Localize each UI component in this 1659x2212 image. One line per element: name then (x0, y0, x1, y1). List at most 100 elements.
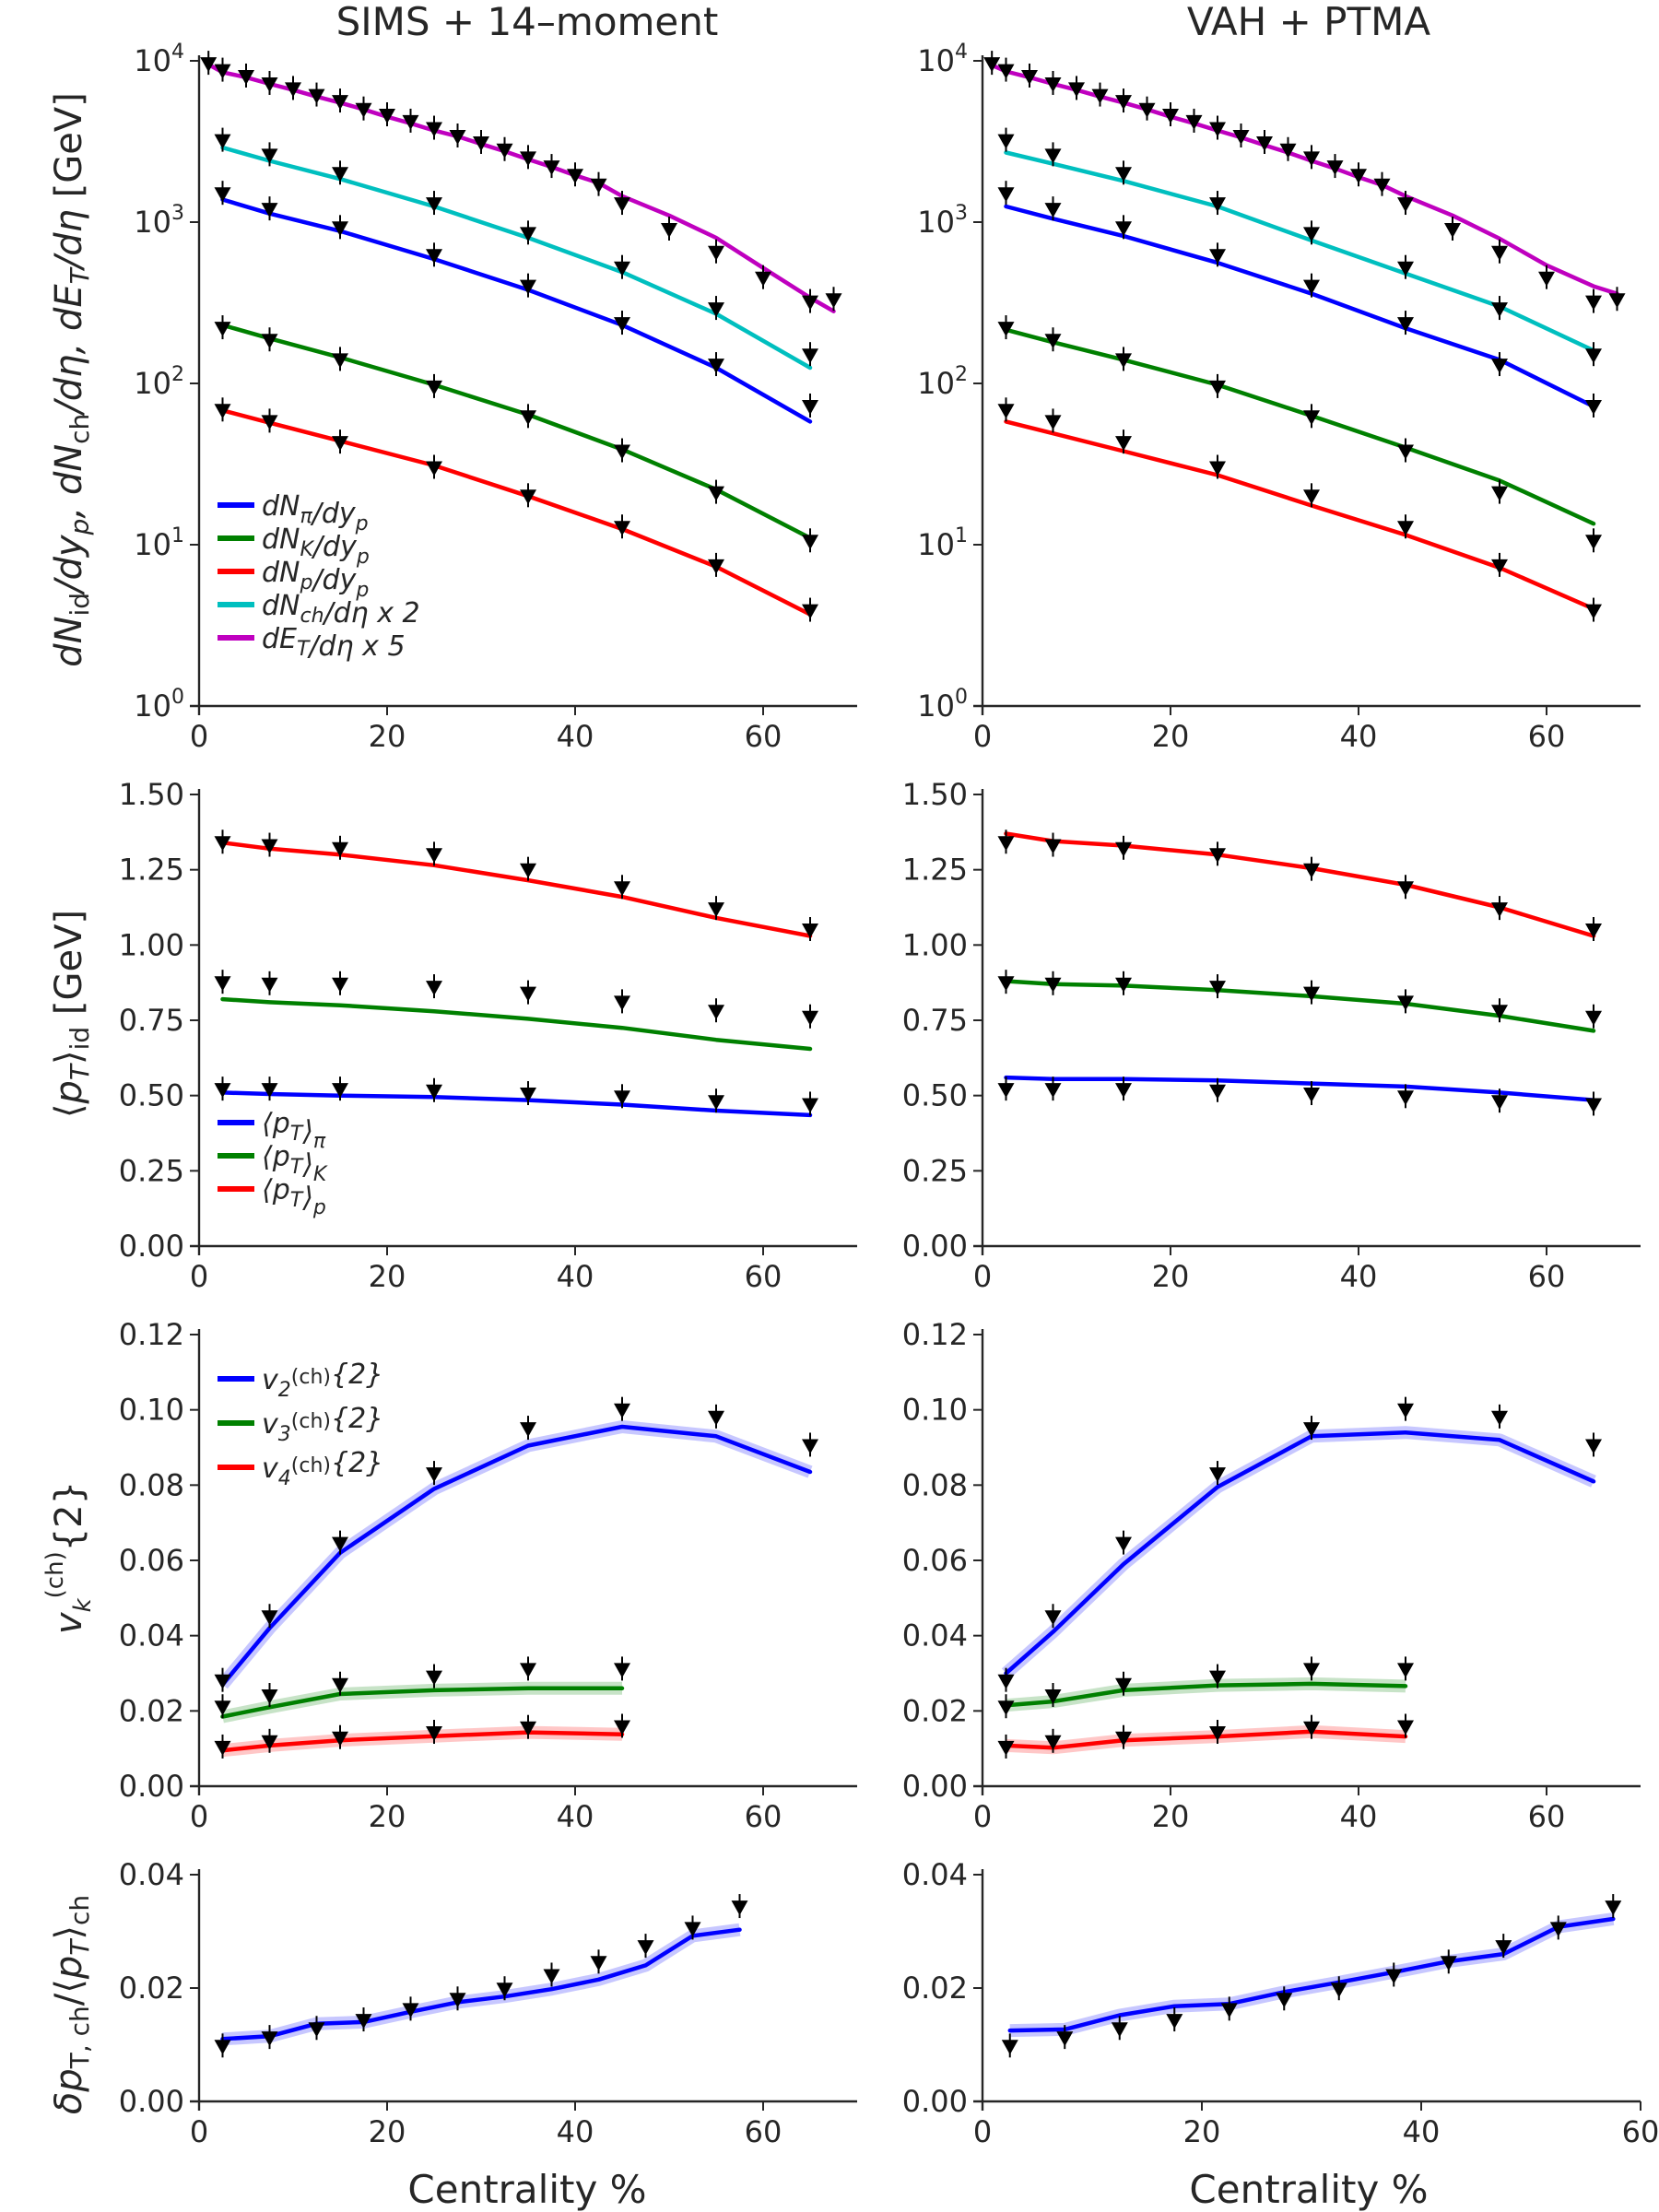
x-tick-label: 60 (745, 719, 782, 754)
data-marker (261, 2031, 278, 2047)
series-line-v2 (220, 1424, 813, 1688)
y-tick-label: 100 (134, 686, 184, 724)
data-marker (449, 130, 466, 145)
data-marker (567, 169, 583, 184)
data-marker (1397, 1720, 1414, 1735)
x-tick-label: 0 (973, 1799, 992, 1834)
data-marker (708, 559, 724, 574)
data-marker (1021, 70, 1038, 85)
y-tick-label: 102 (134, 363, 184, 401)
data-marker (661, 223, 677, 238)
x-tick-label: 0 (190, 1259, 208, 1294)
x-tick-label: 40 (557, 1259, 594, 1294)
y-tick-label: 0.06 (119, 1543, 184, 1578)
y-tick-label: 0.04 (902, 1857, 968, 1892)
y-tick-label: 0.00 (119, 1769, 184, 1804)
x-tick-label: 40 (1340, 719, 1378, 754)
data-marker (355, 2014, 372, 2030)
data-marker (214, 187, 231, 203)
data-marker (997, 322, 1015, 337)
data-marker (802, 295, 818, 311)
series-line-p (220, 408, 813, 617)
data-marker (708, 902, 724, 918)
y-tick-label: 0.12 (119, 1317, 184, 1352)
legend-label: v3(ch){2} (262, 1403, 383, 1446)
data-marker (520, 227, 536, 242)
data-marker (1303, 1663, 1320, 1678)
data-marker (1209, 1726, 1226, 1741)
series-line-ET (989, 63, 1619, 296)
y-tick-label: 1.25 (119, 853, 184, 888)
data-marker (1044, 1083, 1062, 1099)
series-line-pi (220, 1090, 813, 1118)
data-marker (214, 1740, 231, 1756)
data-marker (1303, 410, 1320, 426)
data-marker (332, 167, 348, 182)
y-tick-label: 0.04 (902, 1618, 968, 1653)
data-marker (214, 322, 231, 337)
data-marker (1538, 271, 1555, 287)
data-marker (402, 114, 419, 130)
data-marker (825, 293, 842, 309)
data-marker (708, 359, 724, 374)
y-tick-label: 0.04 (119, 1618, 184, 1653)
data-marker (543, 1969, 560, 1984)
data-marker (261, 148, 278, 164)
data-marker (1585, 1098, 1602, 1113)
data-marker (332, 1083, 348, 1099)
series-line-K (220, 323, 813, 541)
y-tick-label: 0.00 (902, 1229, 968, 1264)
data-marker (590, 1956, 607, 1971)
data-marker (332, 95, 348, 111)
data-marker (1326, 160, 1344, 176)
data-marker (1115, 1731, 1132, 1747)
data-marker (355, 102, 372, 118)
data-marker (1115, 841, 1132, 857)
data-marker (332, 1731, 348, 1747)
data-marker (708, 245, 724, 261)
data-marker (1220, 2003, 1238, 2018)
data-marker (332, 841, 348, 857)
y-tick-label: 1.50 (119, 777, 184, 812)
x-tick-label: 20 (1152, 719, 1190, 754)
data-marker (1585, 348, 1602, 364)
y-tick-label: 0.04 (119, 1857, 184, 1892)
y-tick-label: 0.02 (119, 1693, 184, 1728)
data-marker (708, 1410, 724, 1426)
data-marker (1209, 1670, 1226, 1686)
data-marker (1303, 279, 1320, 295)
data-marker (426, 249, 442, 265)
data-marker (802, 604, 818, 619)
data-marker (590, 178, 607, 194)
data-marker (308, 2022, 325, 2038)
data-marker (426, 197, 442, 213)
chart-vn-vah: 0 20 40 60 0.00 0.02 0.04 0.06 0.08 0.10 0.12 (902, 1317, 1641, 1834)
x-tick-label: 60 (1528, 1799, 1566, 1834)
chart-panels: 0 20 40 60 100 101 102 103 104 dNπ/dypdNK/dypdNp/… (119, 41, 1659, 2149)
data-marker (614, 1663, 630, 1678)
data-marker (1491, 486, 1508, 501)
data-marker (1491, 359, 1508, 374)
x-tick-label: 0 (190, 719, 208, 754)
data-marker (520, 986, 536, 1002)
y-tick-label: 0.10 (902, 1393, 968, 1428)
data-marker (214, 404, 231, 419)
series-line-dpt (1007, 1916, 1616, 2033)
data-marker (1397, 521, 1414, 536)
data-marker (1256, 136, 1273, 151)
data-marker (214, 1083, 231, 1099)
series-line-ET (206, 62, 836, 313)
series-line-v2 (1004, 1430, 1596, 1676)
data-marker (261, 334, 278, 349)
series-line-p (1004, 419, 1596, 611)
y-tick-label: 0.00 (902, 1769, 968, 1804)
x-tick-label: 0 (973, 2114, 992, 2149)
y-tick-label: 0.02 (902, 1971, 968, 2006)
data-marker (200, 57, 218, 73)
series-line-pi (1004, 204, 1596, 409)
y-tick-label: 1.00 (902, 927, 968, 962)
data-marker (520, 1721, 536, 1736)
data-marker (1276, 1993, 1293, 2008)
data-marker (755, 271, 771, 287)
